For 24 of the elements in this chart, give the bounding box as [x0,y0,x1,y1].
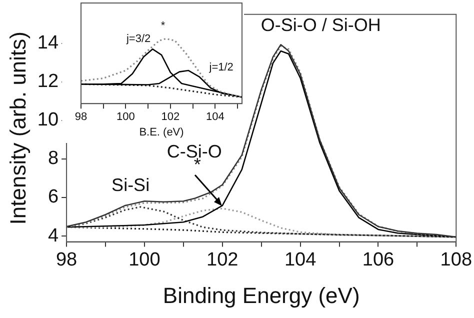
x-axis-title: B.E. (eV) [139,126,184,138]
x-tick-label: 104 [284,249,317,270]
x-tick-label: 104 [206,111,224,124]
y-axis-title: Intensity (arb. units) [5,32,30,225]
x-tick-label: 102 [161,111,180,124]
series-label: O-Si-O / Si-OH [260,14,381,35]
y-tick-label: 12 [37,71,59,92]
x-tick-label: 108 [440,249,472,270]
y-tick-label: 8 [48,148,59,170]
x-tick-label: 98 [56,249,78,270]
x-tick-label: 100 [128,249,160,270]
y-tick-label: 6 [48,186,59,208]
series-label: j=1/2 [208,62,234,74]
series-label: Si-Si [112,174,150,195]
y-tick-label: 14 [37,32,59,54]
series-label: j=3/2 [125,33,151,46]
x-tick-label: 98 [74,111,88,124]
x-tick-label: 102 [206,249,238,270]
y-tick-label: 10 [37,110,59,131]
annotation: * [160,20,166,32]
x-tick-label: 106 [362,249,394,270]
x-axis-title: Binding Energy (eV) [162,282,360,308]
x-tick-label: 100 [116,111,135,124]
y-tick-label: 4 [48,225,59,246]
